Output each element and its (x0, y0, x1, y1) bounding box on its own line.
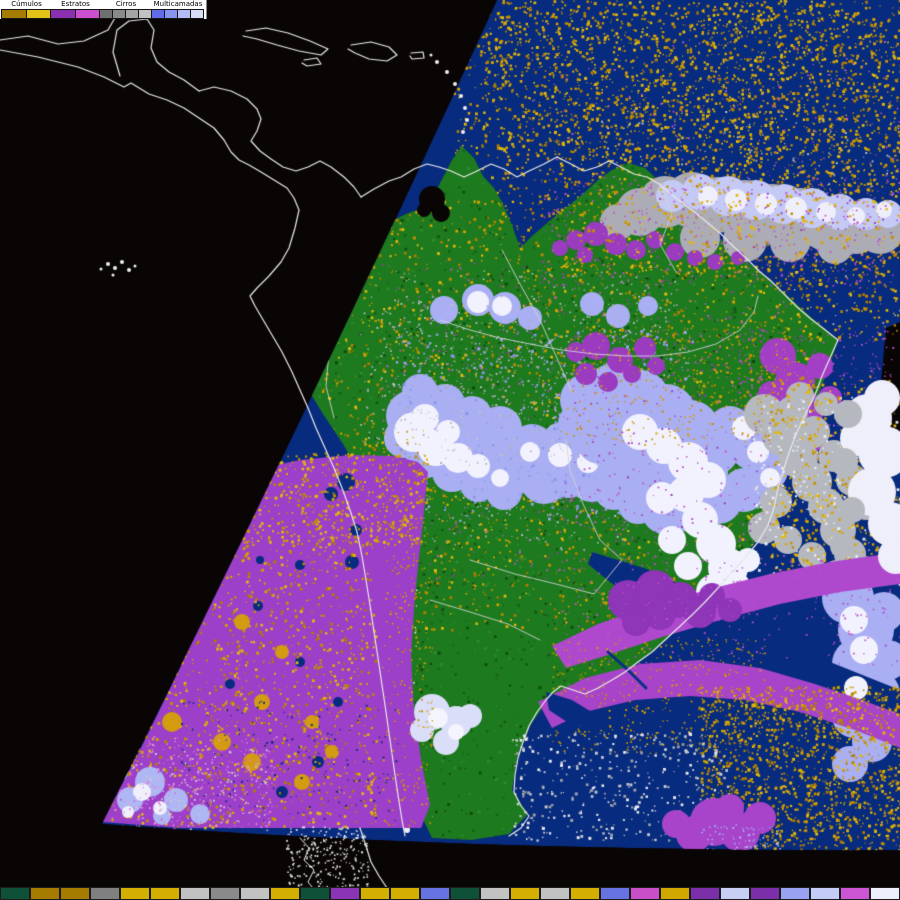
colorbar-segment (60, 887, 90, 900)
colorbar-segment (210, 887, 240, 900)
legend-swatch (112, 9, 126, 19)
colorbar-segment (840, 887, 870, 900)
colorbar-segment (480, 887, 510, 900)
colorbar-segment (270, 887, 300, 900)
colorbar-segment (300, 887, 330, 900)
colorbar-segment (120, 887, 150, 900)
colorbar-segment (570, 887, 600, 900)
colorbar-segment (600, 887, 630, 900)
colorbar-segment (630, 887, 660, 900)
legend-swatch (151, 9, 165, 19)
colorbar-segment (360, 887, 390, 900)
class-colorbar (0, 887, 900, 900)
colorbar-segment (240, 887, 270, 900)
legend-swatch (125, 9, 139, 19)
legend-swatch (74, 9, 100, 19)
legend-swatch (190, 9, 204, 19)
colorbar-segment (750, 887, 780, 900)
colorbar-segment (810, 887, 840, 900)
colorbar-segment (660, 887, 690, 900)
colorbar-segment (690, 887, 720, 900)
legend-group-label: Estratos (61, 0, 90, 8)
colorbar-segment (180, 887, 210, 900)
colorbar-segment (390, 887, 420, 900)
legend-swatch (138, 9, 152, 19)
colorbar-segment (870, 887, 900, 900)
colorbar-segment (150, 887, 180, 900)
colorbar-segment (420, 887, 450, 900)
legend-group-1: Estratos (50, 0, 100, 19)
colorbar-segment (510, 887, 540, 900)
cloud-type-legend: Cúmulos Estratos Cirros Multicamadas (0, 0, 207, 19)
legend-group-0: Cúmulos (1, 0, 51, 19)
colorbar-segment (90, 887, 120, 900)
legend-swatch (1, 9, 27, 19)
legend-swatch (177, 9, 191, 19)
colorbar-segment (330, 887, 360, 900)
colorbar-segment (720, 887, 750, 900)
colorbar-segment (540, 887, 570, 900)
legend-group-2: Cirros (99, 0, 152, 19)
legend-swatch (50, 9, 76, 19)
legend-swatch (164, 9, 178, 19)
legend-group-3: Multicamadas (151, 0, 204, 19)
legend-swatch (99, 9, 113, 19)
colorbar-segment (780, 887, 810, 900)
colorbar-segment (0, 887, 30, 900)
legend-swatch (25, 9, 51, 19)
legend-group-label: Cúmulos (11, 0, 42, 8)
legend-group-label: Cirros (115, 0, 137, 8)
legend-group-label: Multicamadas (153, 0, 203, 8)
colorbar-segment (450, 887, 480, 900)
colorbar-segment (30, 887, 60, 900)
